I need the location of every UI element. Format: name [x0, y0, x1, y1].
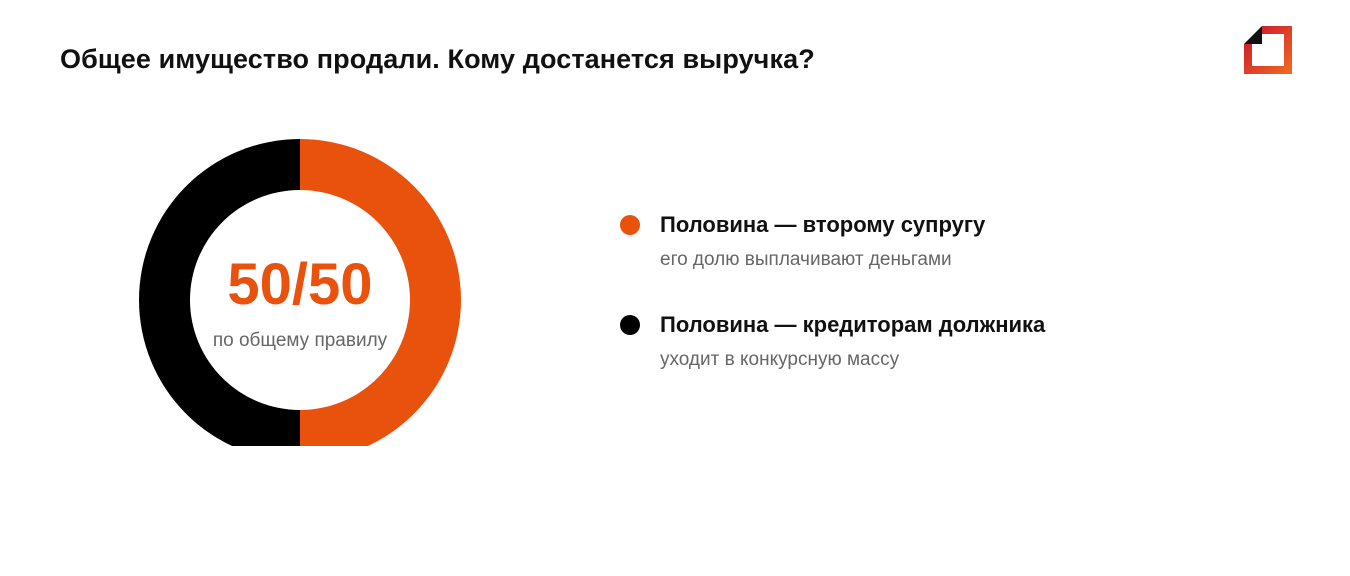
legend-label-creditors: Половина — кредиторам должника — [660, 312, 1046, 337]
legend: Половина — второму супругу его долю выпл… — [618, 208, 1218, 408]
donut-svg — [139, 139, 461, 446]
page-title: Общее имущество продали. Кому достанется… — [60, 44, 815, 74]
legend-item-creditors: Половина — кредиторам должника уходит в … — [618, 308, 1218, 408]
brand-logo-icon — [1244, 26, 1292, 74]
donut-slice-creditors — [139, 139, 300, 446]
center-caption: по общему правилу — [212, 330, 388, 351]
legend-label-spouse: Половина — второму супругу — [660, 212, 986, 237]
legend-item-spouse: Половина — второму супругу его долю выпл… — [618, 208, 1218, 308]
donut-chart — [138, 138, 462, 446]
legend-description-spouse: его долю выплачивают деньгами — [660, 249, 952, 270]
legend-dot-creditors — [620, 315, 640, 335]
legend-description-creditors: уходит в конкурсную массу — [660, 349, 900, 370]
legend-dot-spouse — [620, 215, 640, 235]
donut-slice-spouse — [300, 139, 461, 446]
donut-center: 50/50 по общему правилу — [138, 138, 462, 462]
center-value: 50/50 — [227, 252, 373, 317]
